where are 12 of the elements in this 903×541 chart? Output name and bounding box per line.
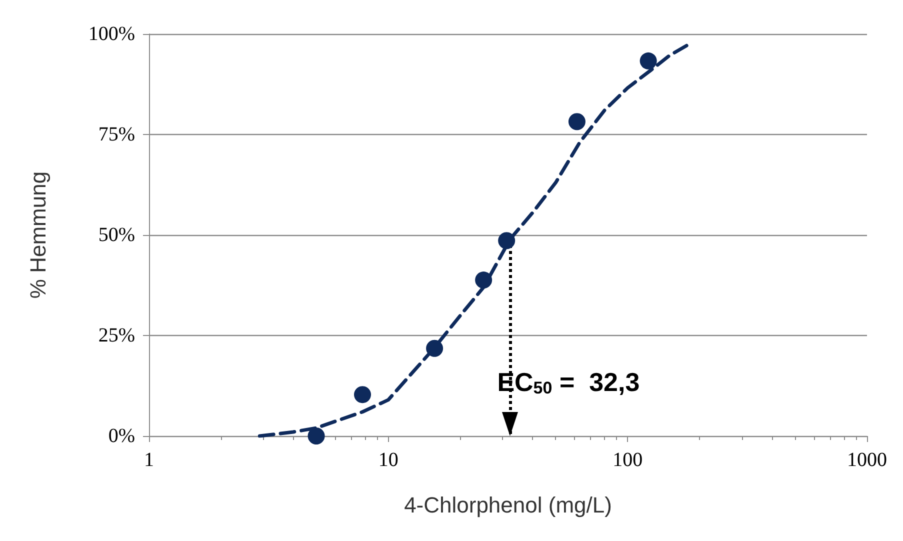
y-tick-label: 75% bbox=[98, 124, 135, 146]
x-tick-label: 1 bbox=[144, 449, 154, 471]
x-tick-label: 1000 bbox=[847, 449, 887, 471]
y-tick-label: 0% bbox=[108, 425, 135, 447]
x-tick-label: 100 bbox=[612, 449, 643, 471]
y-tick-label: 25% bbox=[98, 324, 135, 346]
y-tick-label: 50% bbox=[98, 224, 135, 246]
x-axis-title: 4-Chlorphenol (mg/L) bbox=[404, 492, 612, 518]
ref-line-label: EC50 = 32,3 bbox=[497, 366, 640, 398]
x-tick-label: 10 bbox=[378, 449, 398, 471]
y-tick-label: 100% bbox=[88, 23, 135, 45]
y-axis-title: % Hemmung bbox=[26, 171, 50, 299]
